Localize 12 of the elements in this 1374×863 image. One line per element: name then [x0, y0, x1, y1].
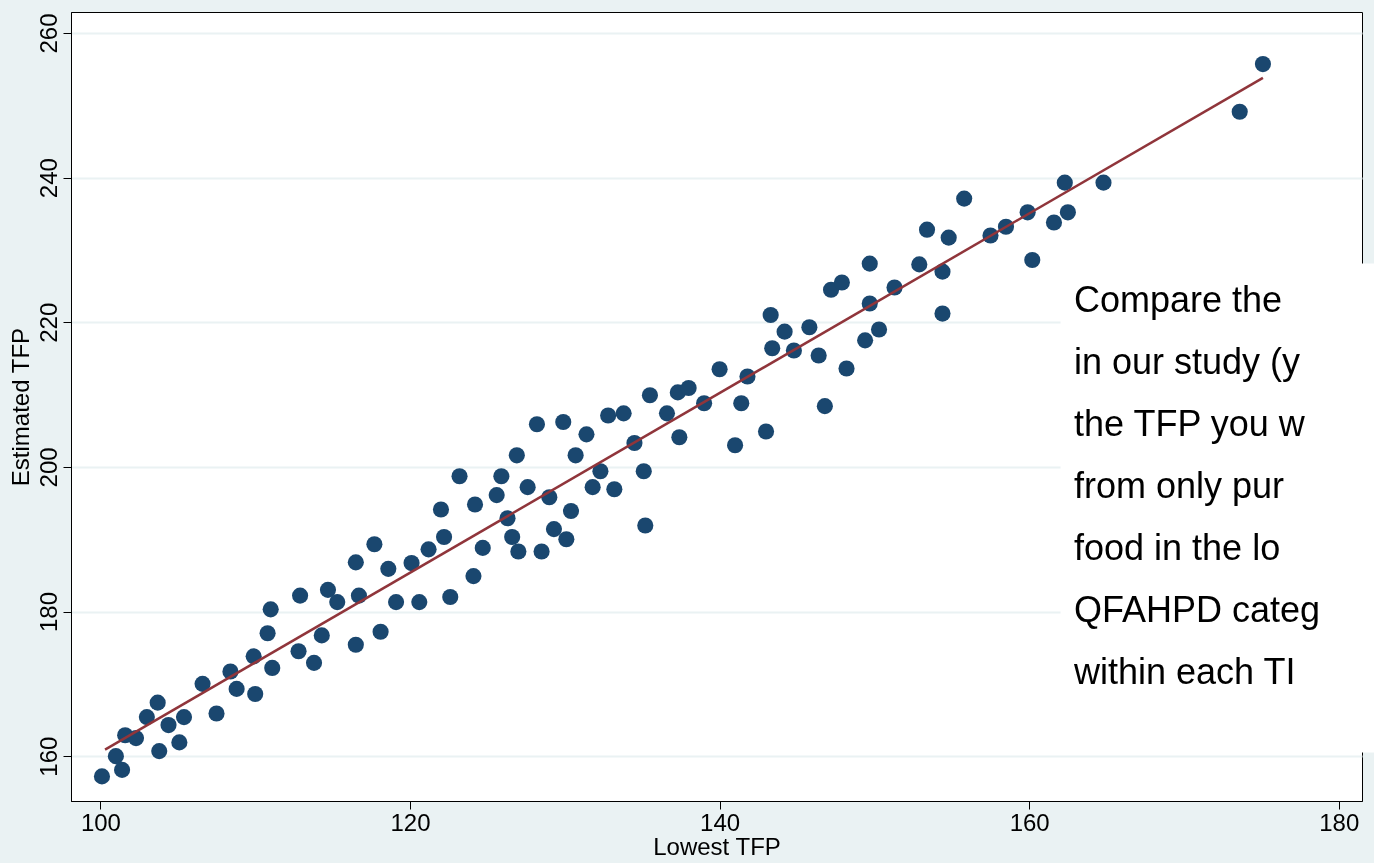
x-tick-label: 160: [1009, 808, 1050, 836]
y-tick-label: 160: [34, 736, 62, 777]
x-tick-label: 120: [390, 808, 431, 836]
y-tick-label: 180: [34, 592, 62, 633]
annotation: Compare the in our study (y the TFP you w from only pur food in the lo QFAHPD categ within each TI: [1073, 279, 1321, 692]
y-tick-label: 220: [34, 302, 62, 343]
y-tick-label: 240: [34, 158, 62, 199]
x-tick-label: 100: [80, 808, 121, 836]
y-tick-label: 260: [34, 13, 62, 54]
y-tick-label: 200: [34, 447, 62, 488]
y-axis-title: Estimated TFP: [6, 327, 34, 487]
x-tick-label: 180: [1319, 808, 1360, 836]
